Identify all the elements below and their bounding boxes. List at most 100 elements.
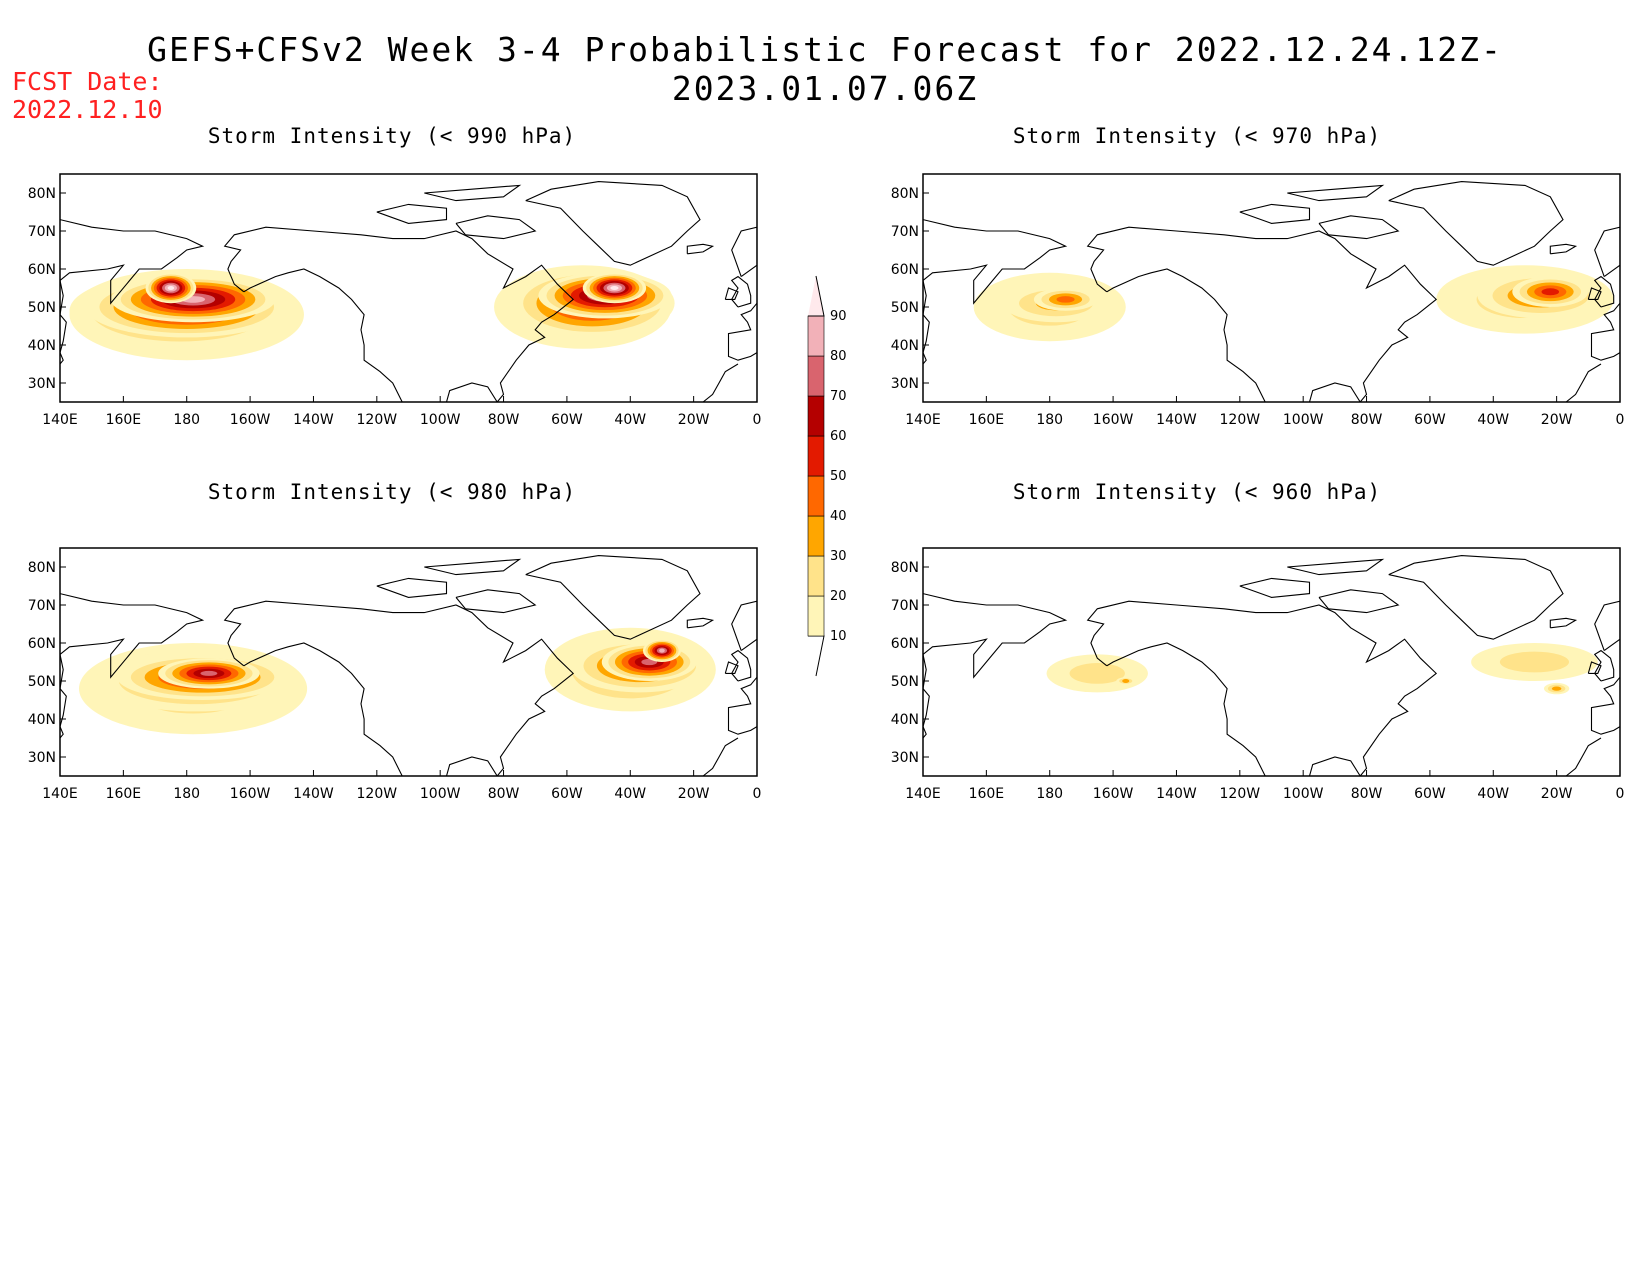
forecast-date-caption: FCST Date: [12, 67, 163, 96]
lat-label: 40N [28, 712, 56, 728]
coastline-1 [243, 268, 403, 402]
colorbar-swatch [807, 475, 825, 517]
colorbar-label: 60 [830, 429, 847, 444]
panel-title-960: Storm Intensity (< 960 hPa) [1012, 480, 1382, 504]
lat-label: 70N [891, 598, 919, 614]
lon-label: 140E [905, 412, 941, 428]
probability-contour-5-4 [1541, 288, 1560, 296]
coastline-10 [1590, 676, 1620, 735]
lon-label: 0 [1616, 786, 1625, 802]
coastline-0 [223, 226, 575, 402]
coastline-3 [1239, 577, 1311, 598]
coastline-3 [376, 577, 448, 598]
coastline-10 [727, 676, 757, 735]
lon-label: 140W [293, 786, 334, 802]
lon-label: 160E [969, 412, 1005, 428]
forecast-date-label: FCST Date: 2022.12.10 [12, 68, 163, 124]
panel-title-980: Storm Intensity (< 980 hPa) [207, 480, 577, 504]
probability-contour-2-1 [1499, 651, 1570, 673]
lon-label: 140E [42, 786, 78, 802]
main-title: GEFS+CFSv2 Week 3-4 Probabilistic Foreca… [147, 30, 1503, 108]
probability-contour-3-2 [1551, 686, 1562, 691]
lon-label: 60W [551, 412, 583, 428]
probability-contour-3-6 [200, 670, 218, 676]
coastline-10 [727, 302, 757, 361]
coastline-8 [730, 275, 752, 308]
coastline-2 [1388, 555, 1564, 640]
coastline-7 [1549, 243, 1578, 255]
coastline-12 [1565, 737, 1602, 776]
map-frame [922, 547, 1621, 777]
map-panel-1: 140E 160E 180 160W 140W 120W 100W 80W 60W 40W 20W 0… [891, 173, 1624, 428]
lon-label: 180 [173, 786, 200, 802]
lon-label: 20W [678, 786, 710, 802]
coastline-1 [1106, 268, 1266, 402]
coastlines [60, 555, 757, 776]
colorbar-label: 20 [830, 589, 847, 604]
lon-label: 100W [1283, 412, 1324, 428]
colorbar-label: 70 [830, 389, 847, 404]
colorbar-swatch [807, 595, 825, 637]
coastline-5 [1287, 184, 1385, 202]
probability-shading [1046, 643, 1598, 695]
coastline-0 [223, 600, 575, 776]
coastlines [923, 555, 1620, 776]
map-frame [59, 173, 758, 403]
lat-label: 50N [28, 674, 56, 690]
coastline-6 [60, 593, 205, 739]
coastlines [60, 181, 757, 402]
lon-label: 140W [293, 412, 334, 428]
lon-label: 140E [905, 786, 941, 802]
map-panel-3: 140E 160E 180 160W 140W 120W 100W 80W 60W 40W 20W 0… [891, 547, 1625, 802]
colorbar-under-arrow [808, 635, 825, 677]
lat-label: 60N [28, 636, 56, 652]
lon-label: 160W [1093, 412, 1134, 428]
probability-contour-7-7 [659, 648, 665, 653]
colorbar-label: 30 [830, 549, 847, 564]
map-frame [59, 547, 758, 777]
coastline-0 [1086, 226, 1438, 402]
coastline-1 [243, 642, 403, 776]
colorbar-swatch [807, 395, 825, 437]
probability-contour-8-8 [610, 286, 619, 290]
probability-contour-2-3 [1056, 296, 1075, 303]
lon-label: 140W [1156, 786, 1197, 802]
coastline-2 [525, 181, 701, 266]
colorbar-label: 40 [830, 509, 847, 524]
coastline-7 [1549, 617, 1578, 629]
coastline-8 [1593, 649, 1615, 682]
lon-label: 60W [1414, 412, 1446, 428]
coastline-11 [731, 600, 757, 652]
coastline-1 [1106, 642, 1266, 776]
lon-label: 100W [420, 412, 461, 428]
lat-label: 70N [28, 598, 56, 614]
lon-label: 120W [1220, 786, 1261, 802]
coastline-8 [730, 649, 752, 682]
coastline-3 [1239, 203, 1311, 224]
lat-label: 30N [28, 750, 56, 766]
map-frame [922, 173, 1621, 403]
lon-label: 180 [1036, 786, 1063, 802]
coastline-11 [1594, 600, 1620, 652]
lon-label: 80W [1351, 412, 1383, 428]
coastline-9 [1587, 661, 1602, 674]
coastline-8 [1593, 275, 1615, 308]
forecast-date-value: 2022.12.10 [12, 95, 163, 124]
panel-title-990: Storm Intensity (< 990 hPa) [207, 124, 577, 148]
coastline-2 [525, 555, 701, 640]
lon-label: 40W [1477, 786, 1509, 802]
lon-label: 80W [488, 412, 520, 428]
lat-label: 80N [28, 186, 56, 202]
lon-label: 160E [106, 412, 142, 428]
lon-label: 180 [173, 412, 200, 428]
coastline-4 [455, 589, 537, 614]
lat-label: 40N [28, 338, 56, 354]
coastline-5 [424, 558, 522, 576]
lon-label: 80W [1351, 786, 1383, 802]
colorbar-swatch [807, 555, 825, 597]
map-panel-2: 140E 160E 180 160W 140W 120W 100W 80W 60W 40W 20W 0… [28, 547, 761, 802]
lon-label: 160W [1093, 786, 1134, 802]
colorbar: 10 20 30 40 50 60 70 80 90 [807, 275, 847, 677]
probability-contour-1-2 [1122, 679, 1130, 683]
